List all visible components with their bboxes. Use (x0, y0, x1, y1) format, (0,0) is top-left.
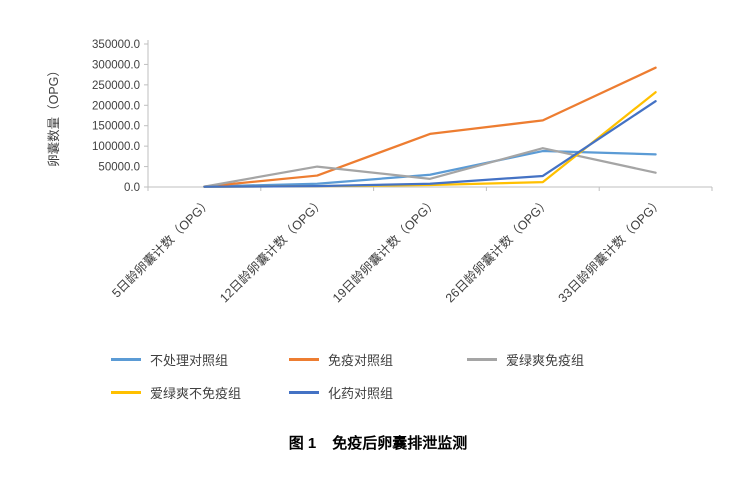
legend-label: 化药对照组 (328, 386, 394, 401)
x-axis-category-label: 12日龄卵囊计数（OPG） (217, 195, 328, 306)
legend-item: 爱绿爽不免疫组 (111, 383, 289, 402)
y-axis-tick-label: 300000.0 (92, 59, 140, 71)
legend-marker (289, 391, 319, 394)
legend-label: 爱绿爽免疫组 (506, 353, 585, 368)
series-line-1 (203, 66, 657, 188)
figure-caption-number: 图 1 (288, 435, 317, 452)
y-axis-tick-label: 200000.0 (92, 100, 140, 112)
y-axis-tick-label: 0.0 (124, 182, 140, 194)
x-axis-category-label: 33日龄卵囊计数（OPG） (555, 195, 666, 306)
x-axis-category-label: 5日龄卵囊计数（OPG） (109, 195, 215, 301)
chart-legend: 不处理对照组 免疫对照组 爱绿爽免疫组爱绿爽不免疫组 化药对照组 (0, 350, 756, 402)
figure-caption-title: 免疫后卵囊排泄监测 (332, 435, 468, 452)
legend-item: 爱绿爽免疫组 (467, 350, 645, 369)
series-line-4 (203, 100, 657, 188)
legend-label: 免疫对照组 (328, 353, 394, 368)
legend-marker (111, 391, 141, 394)
legend-item: 不处理对照组 (111, 350, 289, 369)
x-axis-category-label: 26日龄卵囊计数（OPG） (442, 195, 553, 306)
legend-label: 不处理对照组 (150, 353, 229, 368)
y-axis-tick-label: 50000.0 (98, 162, 140, 174)
legend-marker (467, 358, 497, 361)
y-axis-tick-label: 150000.0 (92, 121, 140, 133)
line-chart: 0.0 50000.0 100000.0 150000.0 200000.0 250000… (46, 39, 713, 306)
x-axis-category-label: 19日龄卵囊计数（OPG） (329, 195, 440, 306)
legend-marker (111, 358, 141, 361)
legend-marker (289, 358, 319, 361)
figure-caption: 图 1 免疫后卵囊排泄监测 (0, 432, 756, 453)
legend-label: 爱绿爽不免疫组 (150, 386, 242, 401)
series-line-0 (203, 149, 657, 188)
legend-item: 免疫对照组 (289, 350, 467, 369)
y-axis-title: 卵囊数量（OPG） (46, 64, 61, 167)
series-line-2 (203, 147, 657, 188)
y-axis-tick-label: 250000.0 (92, 80, 140, 92)
series-line-3 (203, 91, 657, 188)
legend-item: 化药对照组 (289, 383, 467, 402)
y-axis-tick-label: 100000.0 (92, 141, 140, 153)
y-axis-tick-label: 350000.0 (92, 39, 140, 51)
